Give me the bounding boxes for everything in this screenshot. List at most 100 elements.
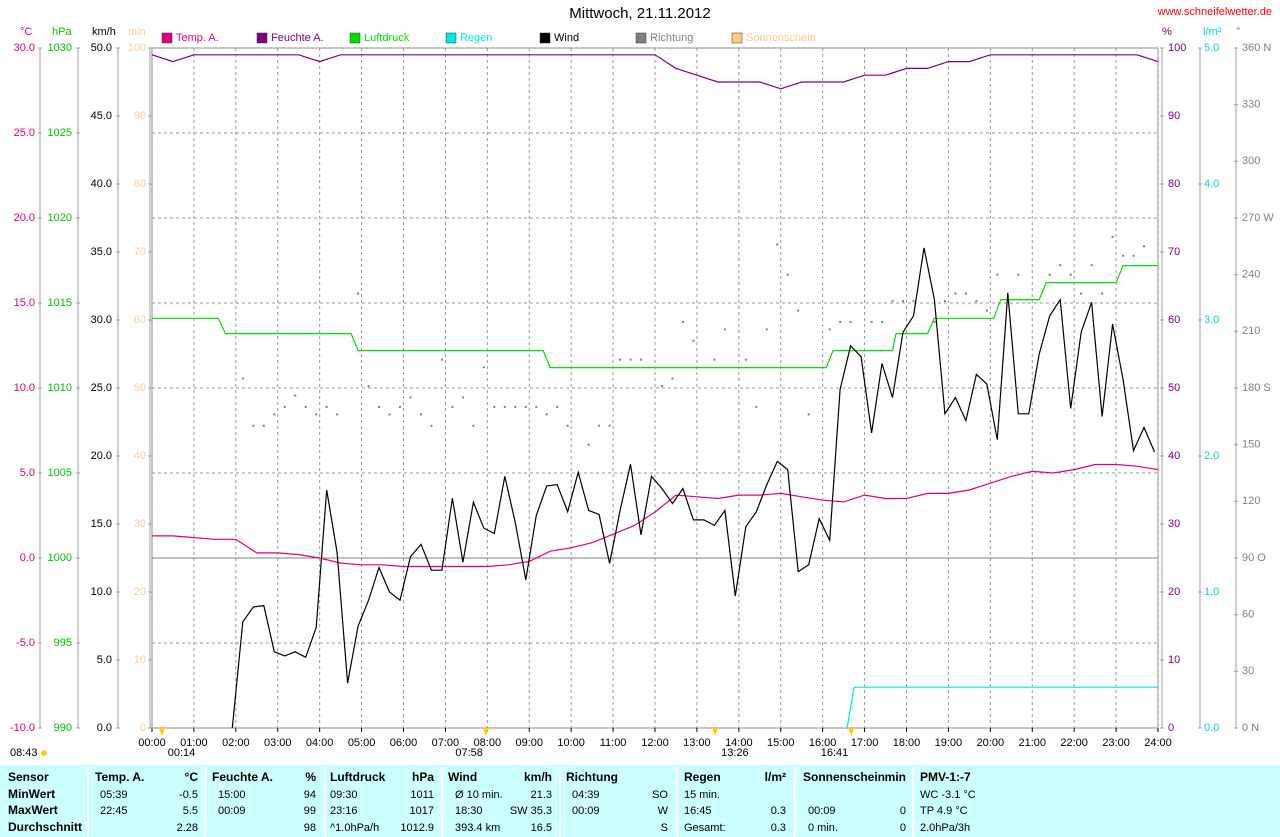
y-tick-label: 15.0 <box>91 518 112 530</box>
direction-dot <box>692 339 695 342</box>
y-tick-label: 35.0 <box>91 246 112 258</box>
column-header: Regen <box>684 770 721 784</box>
cell-value: S <box>661 822 668 834</box>
y-tick-label: 5.0 <box>1204 42 1219 54</box>
cell-time: 22:45 <box>100 805 128 817</box>
y-tick-label: 30.0 <box>14 42 35 54</box>
direction-dot <box>461 396 464 399</box>
column-header: Feuchte A. <box>212 770 273 784</box>
cell-time: Ø 10 min. <box>455 789 503 801</box>
direction-dot <box>1017 273 1020 276</box>
direction-dot <box>943 300 946 303</box>
direction-dot <box>535 405 538 408</box>
direction-dot <box>482 366 485 369</box>
direction-dot <box>681 320 684 323</box>
direction-dot <box>870 320 873 323</box>
y-tick-label: 1025 <box>48 127 72 139</box>
direction-dot <box>660 385 663 388</box>
direction-dot <box>503 405 506 408</box>
annotation-label: 00:14 <box>168 747 196 759</box>
x-tick-label: 20:00 <box>977 737 1005 749</box>
y-tick-label: 1015 <box>48 297 72 309</box>
annotation-label: 16:41 <box>821 747 849 759</box>
row-label: Durchschnitt <box>8 820 82 834</box>
y-tick-label: 90 <box>134 110 146 122</box>
cell-time: 05:39 <box>100 789 128 801</box>
direction-dot <box>776 243 779 246</box>
direction-dot <box>1122 254 1125 257</box>
y-tick-label: 0.0 <box>97 722 112 734</box>
y-tick-label: 300 <box>1242 155 1260 167</box>
direction-dot <box>849 320 852 323</box>
direction-dot <box>1048 273 1051 276</box>
direction-dot <box>1111 235 1114 238</box>
x-tick-label: 07:00 <box>432 737 460 749</box>
axis-unit: hPa <box>52 26 72 38</box>
column-header: Sonnenschein <box>803 770 885 784</box>
direction-dot <box>619 358 622 361</box>
y-tick-label: 270 W <box>1242 212 1274 224</box>
y-tick-label: 15.0 <box>14 297 35 309</box>
x-tick-label: 05:00 <box>348 737 376 749</box>
x-tick-label: 03:00 <box>264 737 292 749</box>
y-tick-label: 990 <box>54 722 72 734</box>
y-tick-label: 90 O <box>1242 552 1266 564</box>
x-tick-label: 08:00 <box>474 737 502 749</box>
direction-dot <box>294 394 297 397</box>
y-tick-label: 80 <box>134 178 146 190</box>
direction-dot <box>1132 254 1135 257</box>
cell-value: 2.28 <box>177 822 198 834</box>
direction-dot <box>556 405 559 408</box>
column-unit: min <box>885 770 906 784</box>
annotation-marker <box>848 728 855 736</box>
cell-value: 99 <box>304 805 316 817</box>
y-tick-label: 60 <box>1168 314 1180 326</box>
cell-value: -0.5 <box>179 789 198 801</box>
y-tick-label: 0.0 <box>20 552 35 564</box>
y-tick-label: 1005 <box>48 467 72 479</box>
x-tick-label: 13:00 <box>683 737 711 749</box>
direction-dot <box>996 273 999 276</box>
series-line <box>151 54 1159 90</box>
cell-time: 0 min. <box>808 822 838 834</box>
cell-value: 21.3 <box>531 789 552 801</box>
y-tick-label: 20.0 <box>14 212 35 224</box>
direction-dot <box>399 405 402 408</box>
axis-unit: km/h <box>92 26 116 38</box>
cell-value: 0.3 <box>771 805 786 817</box>
axis-unit: min <box>128 26 146 38</box>
axis-unit: % <box>1162 26 1172 38</box>
direction-dot <box>954 292 957 295</box>
x-tick-label: 21:00 <box>1018 737 1046 749</box>
x-tick-label: 00:00 <box>138 737 166 749</box>
direction-dot <box>713 358 716 361</box>
cell-time: 00:09 <box>808 805 836 817</box>
cell-value: 1012.9 <box>400 822 434 834</box>
column-header: Temp. A. <box>95 770 144 784</box>
chart-title: Mittwoch, 21.11.2012 <box>569 5 710 22</box>
x-tick-label: 18:00 <box>893 737 921 749</box>
direction-dot <box>451 405 454 408</box>
direction-dot <box>828 328 831 331</box>
y-tick-label: 100 <box>1168 42 1186 54</box>
y-tick-label: 50 <box>134 382 146 394</box>
annotation-marker <box>712 728 719 736</box>
y-tick-label: 360 N <box>1242 42 1271 54</box>
x-tick-label: 15:00 <box>767 737 795 749</box>
y-tick-label: 25.0 <box>91 382 112 394</box>
y-tick-label: 3.0 <box>1204 314 1219 326</box>
y-tick-label: 40 <box>1168 450 1180 462</box>
direction-dot <box>891 300 894 303</box>
legend-swatch <box>256 32 268 44</box>
direction-dot <box>566 424 569 427</box>
y-tick-label: 1020 <box>48 212 72 224</box>
y-tick-label: 30.0 <box>91 314 112 326</box>
y-tick-label: -10.0 <box>10 722 35 734</box>
axis-unit: l/m² <box>1203 26 1222 38</box>
legend-swatch <box>349 32 361 44</box>
y-tick-label: 1000 <box>48 552 72 564</box>
cell-time: 2.0hPa/3h <box>920 822 970 834</box>
series-line <box>152 463 1159 568</box>
cell-time: 00:09 <box>572 805 600 817</box>
